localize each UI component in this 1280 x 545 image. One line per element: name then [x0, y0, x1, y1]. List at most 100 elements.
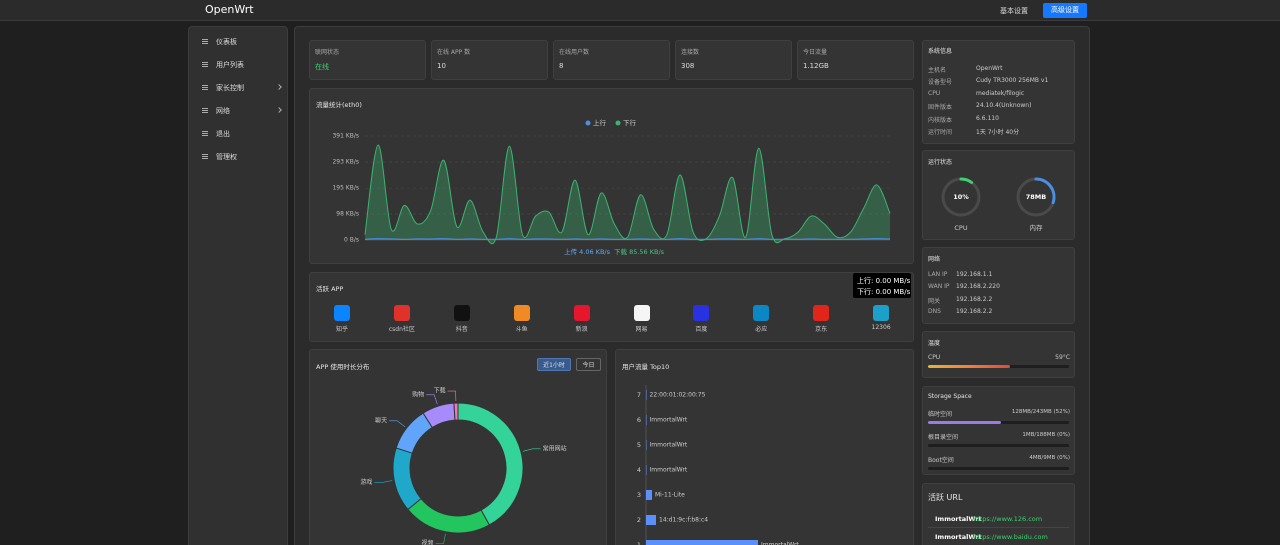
card-title: Storage Space	[928, 393, 972, 400]
info-label: 网关	[928, 297, 941, 305]
app-name: 知乎	[335, 326, 348, 333]
card-title: 活跃 APP	[316, 285, 344, 293]
info-label: DNS	[928, 307, 941, 315]
tooltip-line: 下行: 0.00 MB/s	[857, 288, 911, 296]
nav-button[interactable]: 高级设置	[1043, 3, 1087, 18]
app-name: 京东	[815, 326, 828, 333]
stat-label: 联网状态	[315, 49, 340, 56]
url-link[interactable]: https://www.126.com	[973, 515, 1043, 523]
stat-value: 308	[681, 62, 695, 70]
card	[309, 88, 914, 264]
leader-line	[447, 390, 457, 402]
annotation: 下载 85.56 KB/s	[614, 247, 665, 256]
card-title: 系统信息	[928, 48, 953, 55]
card-title: APP 使用时长分布	[316, 363, 370, 371]
info-label: CPU	[928, 89, 941, 97]
app-name: 必应	[755, 326, 768, 333]
info-value: 24.10.4(Unknown)	[976, 102, 1032, 110]
range-button[interactable]: 近1小时	[537, 358, 571, 371]
slice-label: 购物	[412, 390, 424, 398]
app-icon	[393, 305, 410, 321]
gauge-label: CPU	[954, 224, 967, 232]
card	[431, 40, 548, 80]
info-value: mediatek/filogic	[976, 89, 1025, 97]
app-icon	[513, 305, 530, 321]
card	[675, 40, 792, 80]
menu-item[interactable]: 仪表板	[216, 38, 237, 46]
app-name: 抖音	[455, 326, 468, 333]
tooltip	[853, 273, 911, 298]
menu-item[interactable]: 网络	[216, 107, 230, 115]
app-icon	[573, 305, 590, 321]
menu-item[interactable]: 退出	[216, 130, 230, 138]
url-link[interactable]: https://www.baidu.com	[973, 533, 1048, 541]
stat-label: 连接数	[681, 49, 700, 56]
stat-label: 今日流量	[803, 49, 828, 56]
range-button[interactable]: 今日	[576, 358, 601, 371]
nav-button[interactable]: 基本设置	[1000, 7, 1028, 15]
card	[922, 150, 1075, 240]
stat-label: 在线 APP 数	[437, 49, 471, 56]
storage-track	[928, 467, 1069, 470]
info-label: 固件版本	[928, 104, 953, 112]
stat-value: 1.12GB	[803, 62, 829, 70]
url-host: ImmortalWrt	[935, 515, 982, 523]
bar	[646, 540, 758, 545]
bar	[646, 490, 652, 500]
card-title: 温度	[928, 340, 941, 347]
card-title: 活跃 URL	[928, 493, 963, 502]
bar-label: Mi-11-Lite	[655, 492, 685, 499]
rank-label: 4	[637, 466, 641, 474]
info-value: 192.168.2.2	[956, 307, 993, 315]
temp-label: CPU	[928, 354, 941, 361]
app-name: 网易	[635, 326, 648, 333]
y-tick-label: 98 KB/s	[336, 210, 359, 217]
app-icon	[813, 305, 830, 321]
menu-icon	[202, 131, 208, 132]
info-label: 运行时间	[928, 129, 953, 136]
rank-label: 6	[637, 416, 641, 424]
rank-label: 3	[637, 491, 641, 499]
slice-label: 聊天	[375, 416, 387, 424]
menu-item[interactable]: 用户列表	[216, 61, 244, 69]
storage-value: 128MB/243MB (52%)	[1011, 409, 1070, 415]
y-tick-label: 391 KB/s	[332, 133, 359, 140]
gauge-value: 10%	[953, 193, 969, 201]
storage-value: 4MB/9MB (0%)	[1029, 455, 1070, 461]
menu-icon	[202, 154, 208, 155]
info-label: 主机名	[928, 67, 947, 74]
storage-label: 临时空间	[928, 411, 953, 418]
menu-item[interactable]: 家长控制	[216, 84, 244, 92]
app-name: 新浪	[575, 326, 588, 333]
y-tick-label: 0 B/s	[344, 237, 359, 244]
card-title: 运行状态	[928, 159, 953, 166]
app-icon	[753, 305, 770, 321]
legend-label: 下行	[623, 118, 637, 127]
stat-value: 在线	[315, 63, 329, 71]
bar-label: ImmortalWrt	[650, 442, 688, 449]
card	[922, 331, 1075, 378]
info-value: OpenWrt	[976, 65, 1003, 72]
temp-value: 59°C	[1055, 354, 1070, 361]
bar	[646, 465, 647, 475]
y-tick-label: 293 KB/s	[332, 159, 359, 166]
leader-line	[522, 448, 541, 452]
info-label: 设备型号	[928, 79, 953, 87]
app-name: csdn社区	[388, 326, 415, 333]
rank-label: 7	[637, 391, 641, 399]
slice-label: 视频	[422, 539, 434, 545]
annotation: 上传 4.06 KB/s	[564, 247, 611, 256]
card-title: 流量统计(eth0)	[316, 101, 362, 109]
rank-label: 2	[637, 516, 641, 524]
menu-icon	[202, 108, 208, 109]
app-icon	[453, 305, 470, 321]
storage-label: 根目录空间	[928, 434, 959, 441]
bar	[646, 440, 647, 450]
card	[309, 349, 607, 545]
menu-item[interactable]: 管理权	[216, 153, 237, 161]
leader-line	[374, 480, 393, 483]
sidebar	[188, 26, 288, 545]
line	[364, 144, 891, 245]
app-name: 12306	[871, 324, 891, 331]
